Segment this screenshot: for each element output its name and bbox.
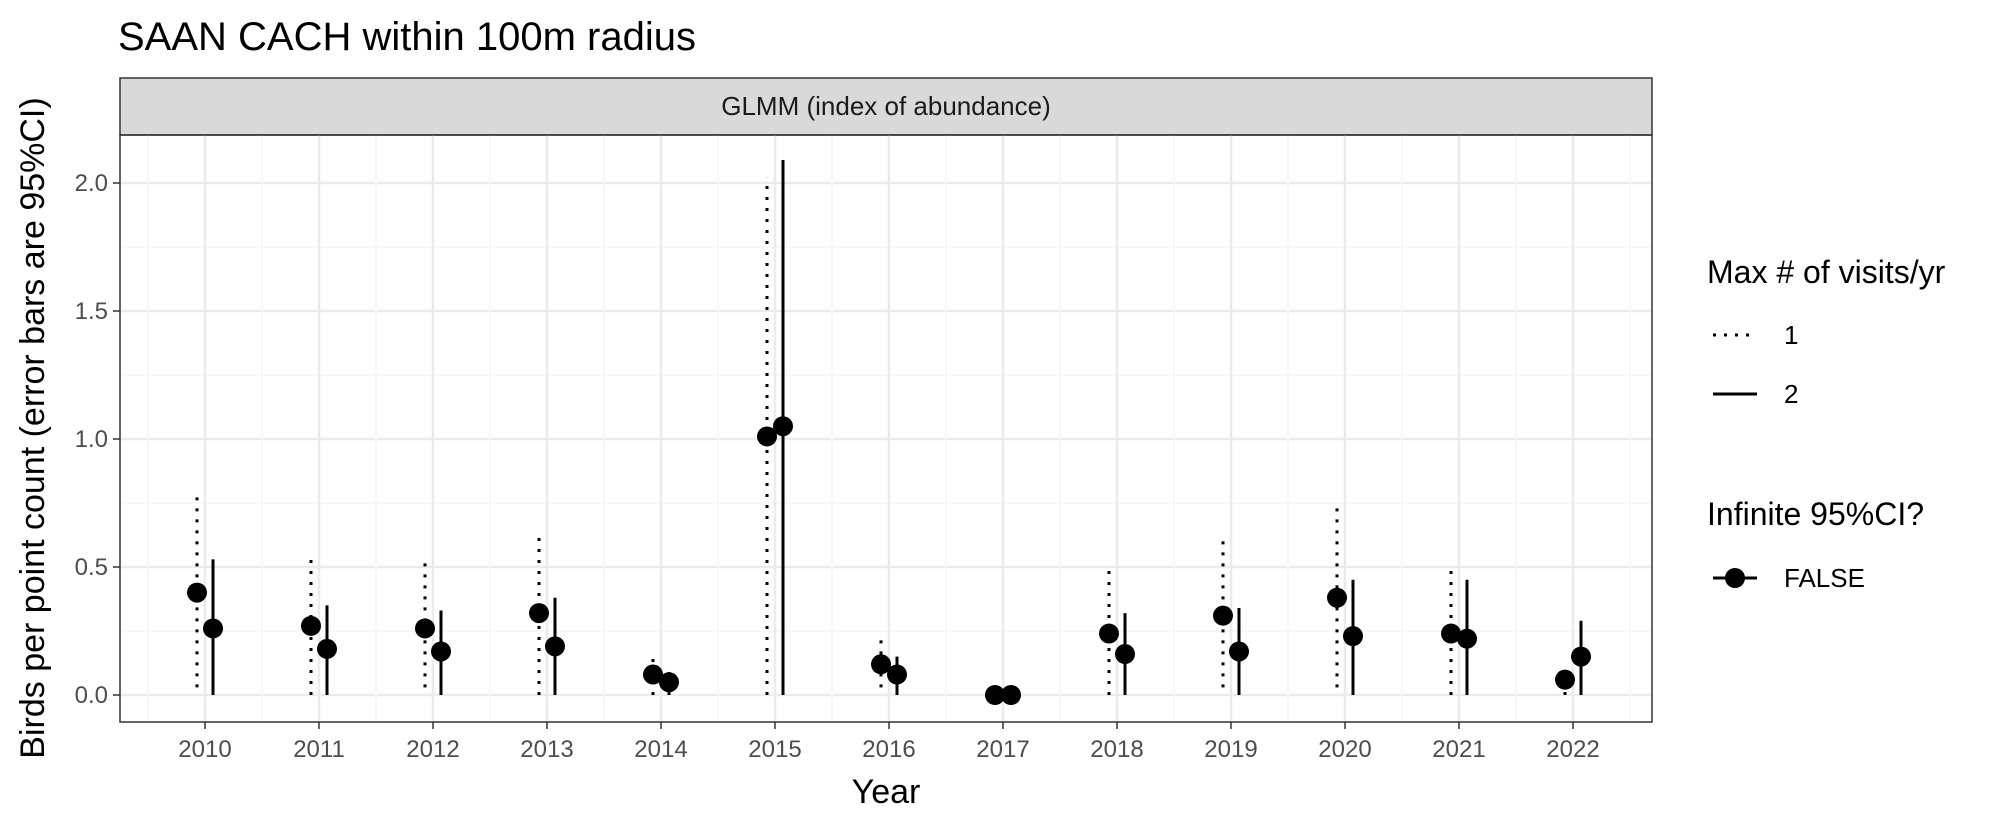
data-point-series-1	[415, 618, 435, 639]
x-tick-label: 2020	[1318, 736, 1371, 763]
x-tick-label: 2014	[634, 736, 687, 763]
data-point-series-1	[1213, 605, 1233, 626]
data-point-series-2	[1571, 646, 1591, 667]
legend-linetype-1-label: 1	[1784, 320, 1798, 350]
x-tick-label: 2022	[1546, 736, 1599, 763]
legend-shape-false-point	[1725, 568, 1745, 588]
y-tick-label: 0.5	[75, 554, 108, 581]
y-tick-label: 2.0	[75, 170, 108, 197]
data-point-series-1	[643, 664, 663, 685]
data-point-series-2	[545, 636, 565, 657]
data-point-series-1	[529, 603, 549, 624]
data-point-series-2	[1001, 685, 1021, 705]
data-point-series-1	[1441, 623, 1461, 644]
data-point-series-2	[1343, 626, 1363, 647]
x-axis-title: Year	[852, 773, 921, 811]
data-point-series-1	[1555, 669, 1575, 690]
y-tick-label: 0.0	[75, 682, 108, 709]
x-tick-label: 2010	[178, 736, 231, 763]
facet-strip-background	[119, 77, 1653, 136]
x-tick-label: 2016	[862, 736, 915, 763]
x-tick-label: 2015	[748, 736, 801, 763]
panel-border	[119, 134, 1653, 723]
x-tick-label: 2012	[406, 736, 459, 763]
legend-linetype-2-label: 2	[1784, 379, 1798, 409]
legend: Max # of visits/yr 1 2 Infinite 95%CI? F…	[1707, 254, 1946, 593]
data-point-series-1	[985, 685, 1005, 705]
data-point-series-1	[871, 654, 891, 675]
data-point-series-1	[301, 615, 321, 636]
data-point-series-2	[203, 618, 223, 639]
data-point-series-1	[1327, 587, 1347, 608]
data-point-series-2	[887, 664, 907, 685]
chart-title: SAAN CACH within 100m radius	[118, 15, 696, 59]
legend-shape-title: Infinite 95%CI?	[1707, 496, 1924, 532]
data-point-series-2	[659, 672, 679, 693]
y-tick-label: 1.5	[75, 298, 108, 325]
data-point-series-2	[1229, 641, 1249, 662]
y-tick-label: 1.0	[75, 426, 108, 453]
legend-linetype-title: Max # of visits/yr	[1707, 254, 1946, 290]
data-point-series-1	[757, 426, 777, 447]
data-point-series-1	[187, 582, 207, 603]
x-tick-label: 2017	[976, 736, 1029, 763]
x-tick-label: 2013	[520, 736, 573, 763]
x-tick-label: 2019	[1204, 736, 1257, 763]
x-tick-label: 2018	[1090, 736, 1143, 763]
x-axis: 2010 2011 2012 2013 2014 2015 2016 2017 2018 2019…	[178, 722, 1600, 763]
data-point-series-2	[1457, 628, 1477, 649]
data-point-series-2	[317, 638, 337, 659]
x-tick-label: 2011	[293, 736, 345, 763]
data-point-series-1	[1099, 623, 1119, 644]
facet-label: GLMM (index of abundance)	[721, 91, 1051, 121]
x-tick-label: 2021	[1432, 736, 1485, 763]
data-point-series-2	[1115, 644, 1135, 665]
data-point-series-2	[773, 416, 793, 437]
data-point-series-2	[431, 641, 451, 662]
legend-shape-false-label: FALSE	[1784, 563, 1865, 593]
facet-strip: GLMM (index of abundance)	[119, 77, 1653, 136]
y-axis: 0.0 0.5 1.0 1.5 2.0	[75, 170, 120, 709]
y-axis-title: Birds per point count (error bars are 95…	[14, 97, 52, 758]
data-points	[187, 416, 1591, 705]
grid	[120, 135, 1652, 722]
